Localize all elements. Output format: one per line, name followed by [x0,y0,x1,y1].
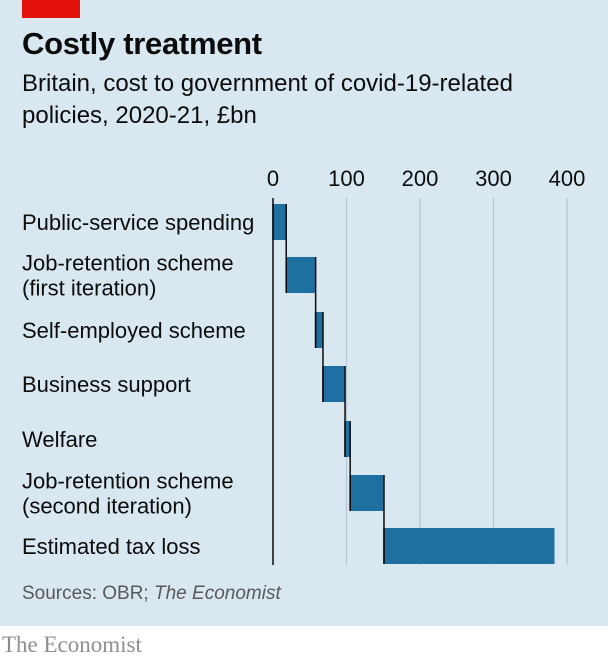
bar [350,475,384,511]
source-prefix: Sources: OBR; [22,583,154,604]
bar [286,257,316,293]
category-label-line: Job-retention scheme [22,251,234,276]
bar [273,204,287,240]
category-label: Welfare [22,427,97,452]
waterfall-chart: 0 100 200 300 400 Public-service spending Job… [22,166,585,565]
chart-title: Costly treatment [22,26,262,61]
category-label: Business support [22,372,191,397]
x-tick-label: 0 [267,166,279,191]
category-label-line: Job-retention scheme [22,469,234,494]
category-label-line: Business support [22,372,191,397]
category-label: Estimated tax loss [22,534,201,559]
category-label-line: Public-service spending [22,210,254,235]
brand-red-tag [22,0,80,18]
x-tick-label: 400 [549,166,586,191]
category-label-line: Self-employed scheme [22,318,246,343]
category-label-line: Estimated tax loss [22,534,201,559]
bar [345,421,351,457]
connector-lines [272,204,385,564]
category-label-line: Welfare [22,427,97,452]
category-labels: Public-service spending Job-retention sch… [22,210,254,559]
bar [322,366,346,402]
grid-lines [345,198,568,565]
x-tick-label: 100 [328,166,365,191]
category-label: Job-retention scheme (first iteration) [22,251,234,301]
brand-footer: The Economist [2,632,142,657]
bar [383,528,555,564]
category-label-line: (first iteration) [22,276,156,301]
bars [273,204,555,564]
chart-subtitle: Britain, cost to government of covid-19-… [22,70,513,129]
category-label: Self-employed scheme [22,318,246,343]
category-label-line: (second iteration) [22,494,192,519]
source-publication: The Economist [154,583,281,604]
category-label: Job-retention scheme (second iteration) [22,469,234,519]
chart-panel [0,0,608,626]
category-label: Public-service spending [22,210,254,235]
x-tick-labels: 0 100 200 300 400 [267,166,585,191]
bar [315,312,323,348]
x-tick-label: 300 [475,166,512,191]
source-note: Sources: OBR; The Economist [22,583,281,605]
x-tick-label: 200 [402,166,439,191]
